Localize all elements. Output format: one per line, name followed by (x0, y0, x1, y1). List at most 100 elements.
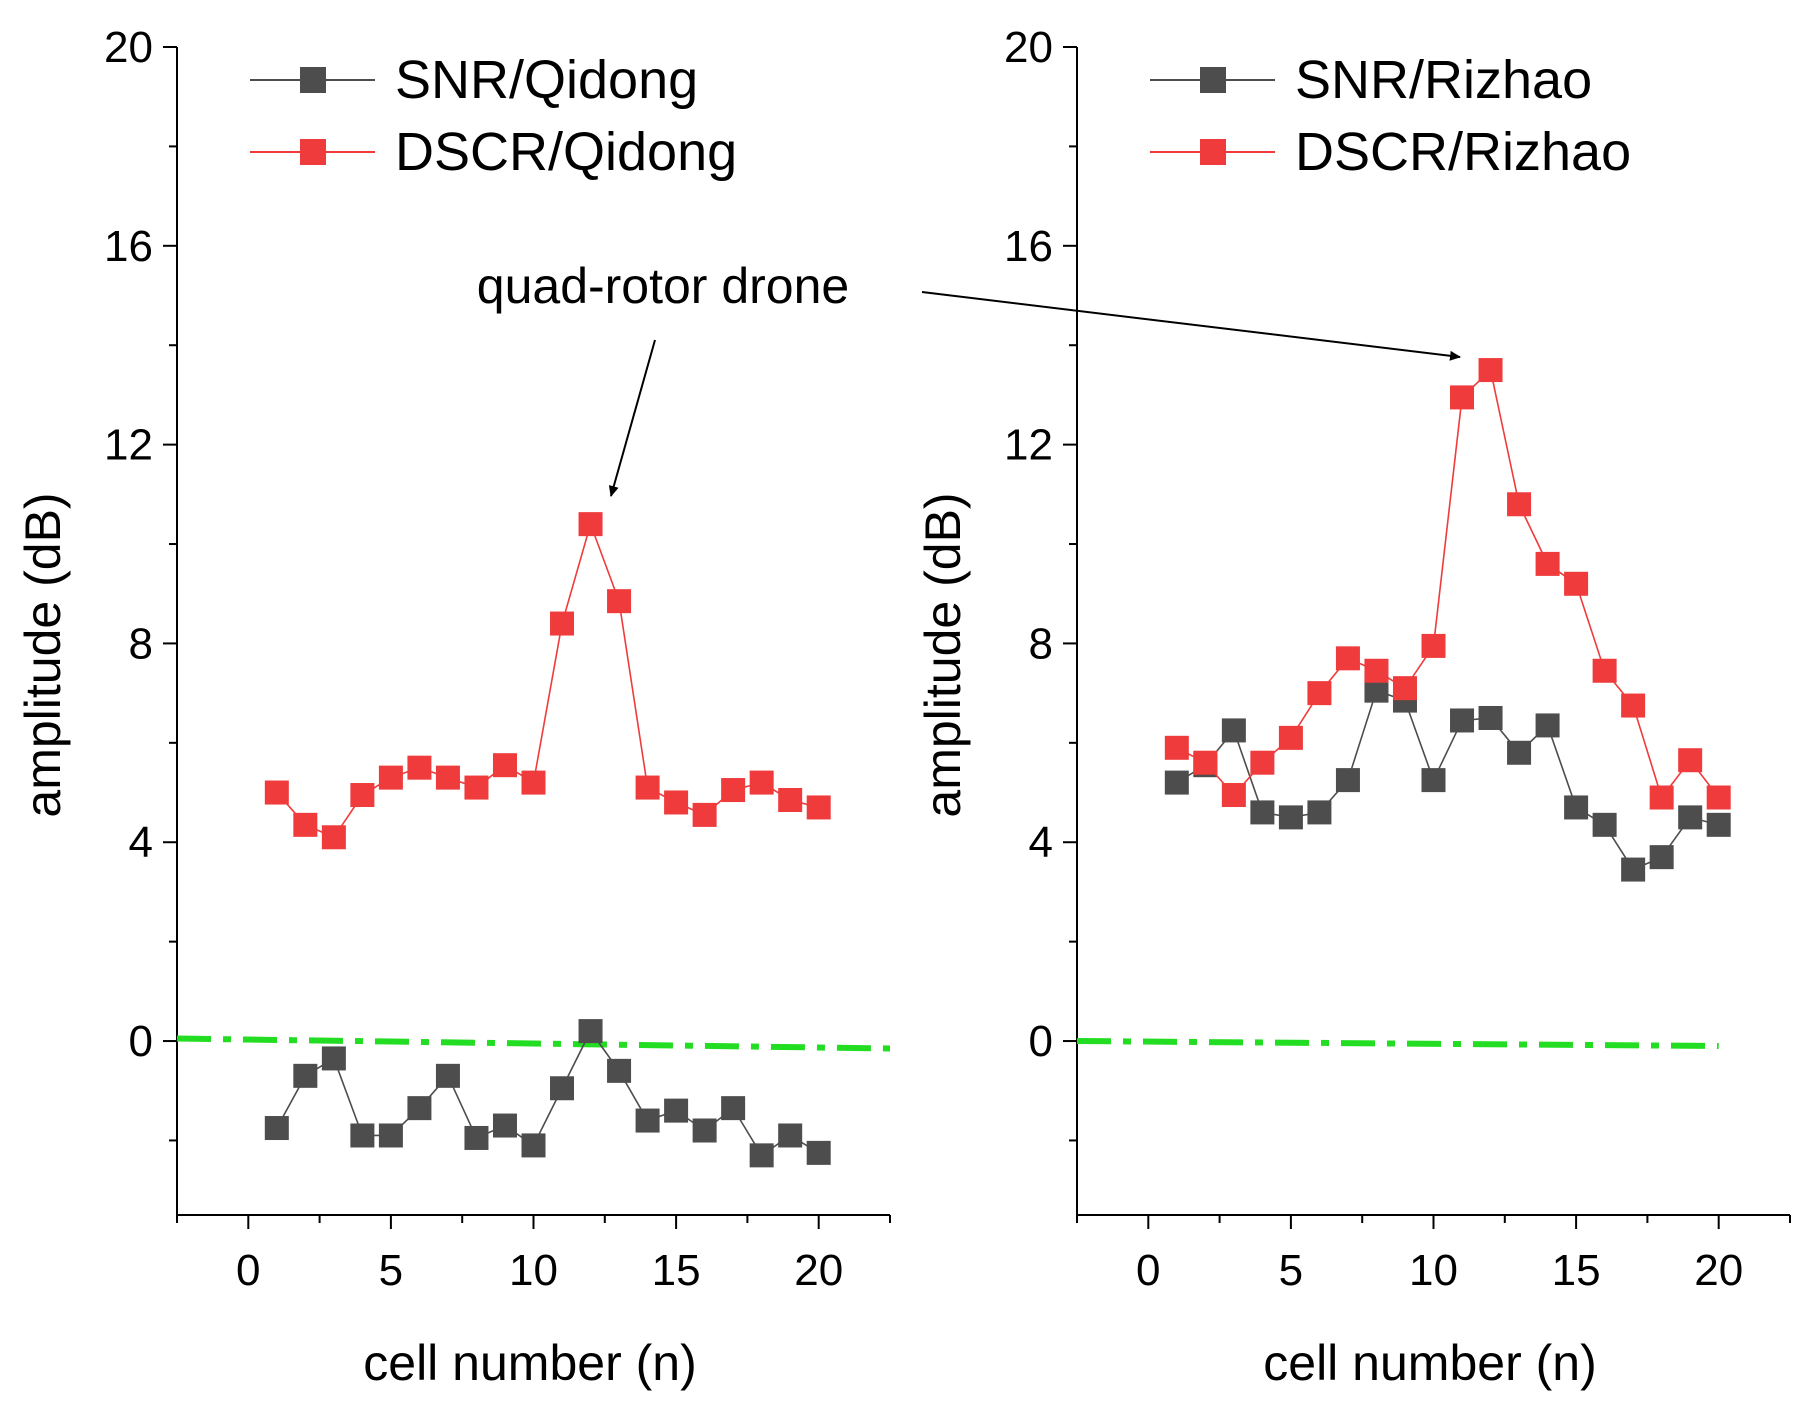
legend-dscr-label: DSCR/Rizhao (1295, 122, 1631, 182)
data-point (778, 787, 803, 812)
data-point (806, 1140, 831, 1165)
data-point (635, 775, 660, 800)
annotation-text: quad-rotor drone (477, 258, 849, 314)
x-tick-label: 0 (236, 1246, 260, 1295)
data-point (1478, 358, 1503, 383)
data-point (1621, 857, 1646, 882)
data-point (1392, 676, 1417, 701)
annotation: quad-rotor drone (477, 258, 1461, 497)
x-tick-label: 15 (1552, 1246, 1601, 1295)
legend-snr-label: SNR/Rizhao (1295, 50, 1592, 110)
data-point (464, 775, 489, 800)
y-tick-label: 8 (1029, 619, 1053, 668)
threshold-line (1076, 1038, 1719, 1050)
data-point (1250, 750, 1275, 775)
legend-snr-label: SNR/Qidong (395, 50, 698, 110)
data-point (1649, 845, 1674, 870)
y-tick-label: 4 (129, 818, 153, 867)
data-point (806, 795, 831, 820)
data-point (1421, 768, 1446, 793)
y-tick-label: 12 (104, 421, 153, 470)
data-point (1592, 658, 1617, 683)
y-tick-label: 16 (1004, 222, 1053, 271)
x-tick-label: 10 (1409, 1246, 1458, 1295)
data-point (578, 512, 603, 537)
data-point (492, 1113, 517, 1138)
data-point (1450, 385, 1475, 410)
legend-dscr-marker (300, 139, 326, 165)
series-line (1176, 368, 1720, 800)
x-tick-label: 20 (794, 1246, 843, 1295)
y-axis-label: amplitude (dB) (915, 492, 971, 817)
data-point (778, 1123, 803, 1148)
data-point (664, 790, 689, 815)
data-point (350, 1123, 375, 1148)
data-point (464, 1125, 489, 1150)
data-point (1706, 785, 1731, 810)
data-point (1250, 800, 1275, 825)
x-tick-label: 15 (652, 1246, 701, 1295)
data-point (664, 1098, 689, 1123)
data-point (1307, 681, 1332, 706)
data-point (1678, 748, 1703, 773)
data-point (407, 1096, 432, 1121)
data-point (1307, 800, 1332, 825)
data-point (1221, 783, 1246, 808)
chart-panel-rizhao: amplitude (dB) cell number (n) SNR/Rizha… (915, 23, 1791, 1391)
data-point (521, 770, 546, 795)
legend-dscr-marker (1200, 139, 1226, 165)
data-point (350, 783, 375, 808)
data-point (1649, 785, 1674, 810)
chart-panel-qidong: amplitude (dB) cell number (n) SNR/Qidon… (15, 23, 891, 1391)
data-point (550, 611, 575, 636)
x-axis-label: cell number (n) (363, 1335, 696, 1391)
data-point (635, 1108, 660, 1133)
y-tick-label: 20 (1004, 23, 1053, 72)
data-point (492, 753, 517, 778)
legend: SNR/Qidong DSCR/Qidong (250, 50, 737, 182)
legend: SNR/Rizhao DSCR/Rizhao (1150, 50, 1631, 182)
data-point (407, 755, 432, 780)
y-tick-label: 16 (104, 222, 153, 271)
data-point (1164, 735, 1189, 760)
threshold-line (176, 1035, 891, 1052)
data-point (321, 1046, 346, 1071)
data-point (264, 780, 289, 805)
x-axis-label: cell number (n) (1263, 1335, 1596, 1391)
x-tick-label: 5 (379, 1246, 403, 1295)
legend-snr-marker (1200, 67, 1226, 93)
legend-snr-marker (300, 67, 326, 93)
data-point (378, 1123, 403, 1148)
data-point (1164, 770, 1189, 795)
y-axis-label: amplitude (dB) (15, 492, 71, 817)
data-point (721, 1096, 746, 1121)
data-point (1278, 805, 1303, 830)
data-point (1592, 812, 1617, 837)
data-point (1678, 805, 1703, 830)
data-point (550, 1076, 575, 1101)
x-tick-label: 20 (1694, 1246, 1743, 1295)
y-tick-label: 4 (1029, 818, 1053, 867)
data-point (1706, 812, 1731, 837)
annotation-arrow-left (608, 339, 656, 497)
data-point (1450, 708, 1475, 733)
data-point (264, 1116, 289, 1141)
data-point (435, 765, 460, 790)
data-point (321, 825, 346, 850)
data-point (1193, 750, 1218, 775)
data-point (578, 1019, 603, 1044)
data-point (1278, 725, 1303, 750)
data-point (607, 1058, 632, 1083)
y-tick-label: 0 (129, 1017, 153, 1066)
data-point (1507, 492, 1532, 517)
data-point (1621, 693, 1646, 718)
data-point (1535, 551, 1560, 576)
data-point (293, 1063, 318, 1088)
x-tick-label: 10 (509, 1246, 558, 1295)
data-point (692, 1118, 717, 1143)
data-point (692, 802, 717, 827)
data-point (1364, 658, 1389, 683)
y-tick-label: 12 (1004, 421, 1053, 470)
y-tick-label: 0 (1029, 1017, 1053, 1066)
